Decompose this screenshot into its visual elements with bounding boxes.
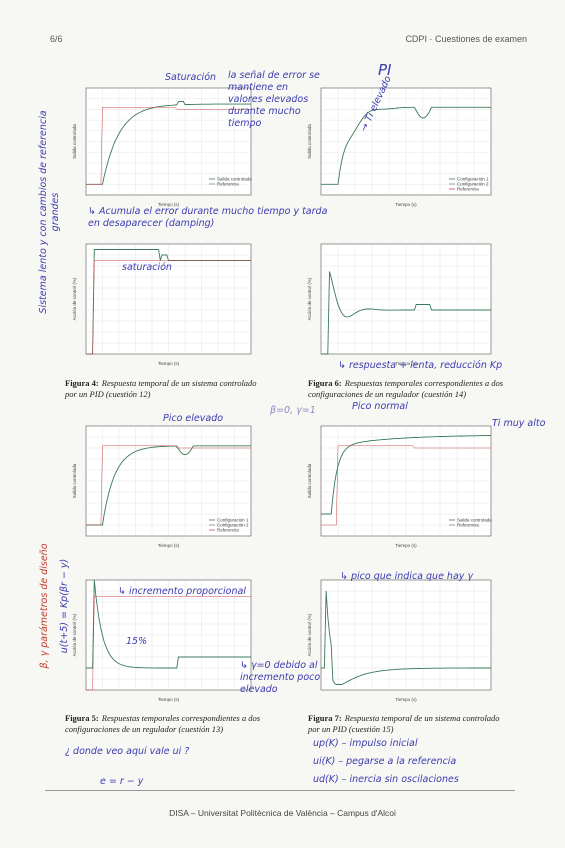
y-axis-label: Acción de control (%)	[72, 613, 77, 656]
legend-label: Configuración 2	[217, 523, 249, 528]
handwritten-note: Pico normal	[352, 401, 408, 412]
handwritten-note: β, γ parámetros de diseño	[39, 543, 50, 669]
plot: Tiempo (s) Acción de control (%)	[307, 243, 492, 366]
y-axis-label: Salida controlada	[72, 124, 77, 159]
figure-label: Figura 4:	[65, 378, 99, 388]
footer-rule	[45, 790, 515, 791]
handwritten-note: ud(K) – inercia sin oscilaciones	[313, 774, 459, 785]
handwritten-note: e = r − y	[100, 776, 144, 787]
x-axis-label: Tiempo (s)	[158, 361, 180, 366]
reference	[86, 445, 251, 526]
figure-text: Respuestas temporales correspondientes a…	[308, 378, 504, 399]
x-axis-label: Tiempo (s)	[158, 543, 180, 548]
plot: Tiempo (s) Acción de control (%)	[72, 579, 252, 702]
legend-label: Configuración 2	[457, 182, 489, 187]
plot: Tiempo (s) Salida controlada Salida contro…	[72, 87, 252, 207]
plot: Tiempo (s) Acción de control (%)	[72, 243, 252, 366]
figure-caption: Figura 6: Respuestas temporales correspon…	[308, 378, 513, 400]
handwritten-note: u(t+5) = Kp(βr − y)	[59, 558, 70, 654]
y-axis-label: Acción de control (%)	[307, 277, 312, 320]
curve	[321, 590, 491, 685]
figure-label: Figura 7:	[308, 713, 342, 723]
handwritten-note: β=0, γ=1	[270, 405, 316, 416]
handwritten-note: PI	[378, 61, 392, 79]
x-axis-label: Tiempo (s)	[395, 697, 417, 702]
legend-label: Salida controlada	[217, 177, 252, 182]
footer: DISA – Universitat Politècnica de Valènc…	[169, 808, 396, 818]
handwritten-note: ↳ γ=0 debido al incremento poco elevado	[240, 660, 321, 695]
figure-text: Respuesta temporal de un sistema control…	[308, 713, 500, 734]
handwritten-note: Saturación	[165, 72, 217, 83]
handwritten-note: la señal de error se mantiene en valores…	[228, 70, 320, 129]
handwritten-note: ¿ donde veo aqui vale ui ?	[65, 746, 190, 757]
y-axis-label: Acción de control (%)	[72, 277, 77, 320]
reference	[321, 445, 491, 526]
legend-label: Referencia	[457, 523, 479, 528]
figure-caption: Figura 4: Respuesta temporal de un sistem…	[65, 378, 270, 400]
legend-label: Salida controlada	[457, 518, 492, 523]
y-axis-label: Acción de control (%)	[307, 613, 312, 656]
handwritten-note: ui(K) – pegarse a la referencia	[313, 756, 457, 767]
reference	[86, 596, 251, 691]
handwritten-note: saturación	[122, 262, 172, 273]
handwritten-note: Sistema lento y con cambios de referenci…	[38, 110, 61, 314]
reference	[86, 107, 251, 185]
handwritten-note: ↳ incremento proporcional	[118, 586, 246, 597]
curve	[86, 100, 251, 185]
legend-label: Configuración 1	[457, 177, 489, 182]
legend-label: Referencia	[217, 182, 239, 187]
handwritten-note: 15%	[126, 636, 148, 647]
x-axis-label: Tiempo (s)	[395, 361, 417, 366]
handwritten-note: Ti muy alto	[492, 418, 546, 429]
curve	[321, 106, 491, 185]
y-axis-label: Salida controlada	[307, 124, 312, 159]
plot: Tiempo (s) Salida controlada Configuración…	[72, 425, 252, 548]
x-axis-label: Tiempo (s)	[395, 543, 417, 548]
curve	[86, 445, 251, 526]
figure-label: Figura 6:	[308, 378, 342, 388]
figure-text: Respuestas temporales correspondientes a…	[65, 713, 261, 734]
legend-label: Referencia	[457, 187, 479, 192]
figure-caption: Figura 7: Respuesta temporal de un sistem…	[308, 713, 513, 735]
curve	[321, 271, 491, 355]
page-number: 6/6	[50, 34, 63, 44]
y-axis-label: Salida controlada	[72, 463, 77, 498]
plot: Tiempo (s) Salida controlada Configuración…	[307, 87, 492, 207]
figure-caption: Figura 5: Respuestas temporales correspon…	[65, 713, 270, 735]
plot: Tiempo (s) Salida controlada Salida contro…	[307, 425, 492, 548]
legend-label: Configuración 1	[217, 518, 249, 523]
course-title: CDPI · Cuestiones de examen	[405, 34, 527, 44]
handwritten-note: ↳ respuesta + lenta, reducción Kp	[338, 360, 503, 371]
curve	[321, 435, 491, 515]
figure-text: Respuesta temporal de un sistema control…	[65, 378, 257, 399]
legend-label: Referencia	[217, 528, 239, 533]
curve	[86, 579, 251, 669]
reference	[86, 260, 251, 355]
plot: Tiempo (s) Acción de control (%)	[307, 579, 492, 702]
x-axis-label: Tiempo (s)	[158, 202, 180, 207]
handwritten-note: Pico elevado	[163, 413, 224, 424]
handwritten-note: ↳ pico que indica que hay γ	[340, 571, 474, 582]
y-axis-label: Salida controlada	[307, 463, 312, 498]
x-axis-label: Tiempo (s)	[395, 202, 417, 207]
x-axis-label: Tiempo (s)	[158, 697, 180, 702]
figure-label: Figura 5:	[65, 713, 99, 723]
handwritten-note: up(K) – impulso inicial	[313, 738, 418, 749]
handwritten-note: ↳ Acumula el error durante mucho tiempo …	[88, 206, 328, 229]
